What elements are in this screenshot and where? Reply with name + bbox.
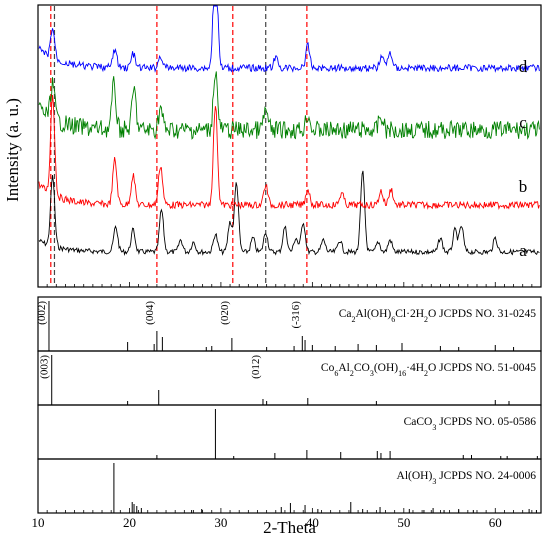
series-line-c	[38, 71, 540, 140]
reference-patterns: Ca2Al(OH)6Cl·2H2O JCPDS NO. 31-0245 (002)…	[36, 296, 542, 514]
reference-panel-3: CaCO3 JCPDS NO. 05-0586	[37, 404, 542, 460]
xrd-patterns-frame	[37, 4, 542, 288]
y-axis-label: Intensity (a. u.)	[3, 98, 22, 202]
x-tick-label: 20	[123, 515, 136, 530]
reference-panel-frame	[37, 458, 542, 514]
reference-panel-2: Co6Al2CO3(OH)16·4H2O JCPDS NO. 51-0045 (0…	[37, 350, 542, 406]
series-label-b: b	[519, 177, 528, 196]
reference-panel-frame	[37, 404, 542, 460]
miller-index-label: (004)	[144, 301, 156, 325]
reference-lines	[50, 6, 308, 286]
x-axis: 10 20 30 40 50 60	[32, 508, 542, 530]
x-tick-label: 10	[32, 515, 45, 530]
x-tick-label: 50	[397, 515, 410, 530]
xrd-series	[38, 5, 540, 257]
miller-index-label: (003)	[39, 355, 51, 379]
miller-index-label: (002)	[36, 301, 48, 325]
top-x-ticks	[37, 282, 542, 287]
series-label-d: d	[519, 57, 528, 76]
reference-label: Al(OH)3 JCPDS NO. 24-0006	[397, 470, 537, 486]
reference-label: CaCO3 JCPDS NO. 05-0586	[404, 416, 537, 432]
reference-panel-1: Ca2Al(OH)6Cl·2H2O JCPDS NO. 31-0245 (002)…	[36, 296, 542, 352]
x-axis-label: 2-Theta	[263, 518, 316, 537]
reference-label: Co6Al2CO3(OH)16·4H2O JCPDS NO. 51-0045	[321, 362, 536, 378]
x-tick-label: 30	[214, 515, 227, 530]
miller-index-label: (-316)	[290, 301, 302, 329]
xrd-patterns-panel: a b c d	[37, 4, 542, 288]
series-line-b	[38, 94, 540, 211]
x-tick-label: 40	[306, 515, 319, 530]
reference-label: Ca2Al(OH)6Cl·2H2O JCPDS NO. 31-0245	[339, 308, 537, 324]
series-labels: a b c d	[519, 57, 528, 260]
x-tick-label: 60	[489, 515, 502, 530]
miller-index-label: (020)	[219, 301, 231, 325]
series-line-d	[38, 5, 540, 73]
reference-panel-4: Al(OH)3 JCPDS NO. 24-0006	[37, 458, 542, 514]
reference-panel-frame	[37, 350, 542, 406]
series-label-c: c	[519, 113, 527, 132]
series-label-a: a	[519, 241, 527, 260]
series-line-a	[38, 170, 540, 257]
miller-index-label: (012)	[250, 355, 262, 379]
